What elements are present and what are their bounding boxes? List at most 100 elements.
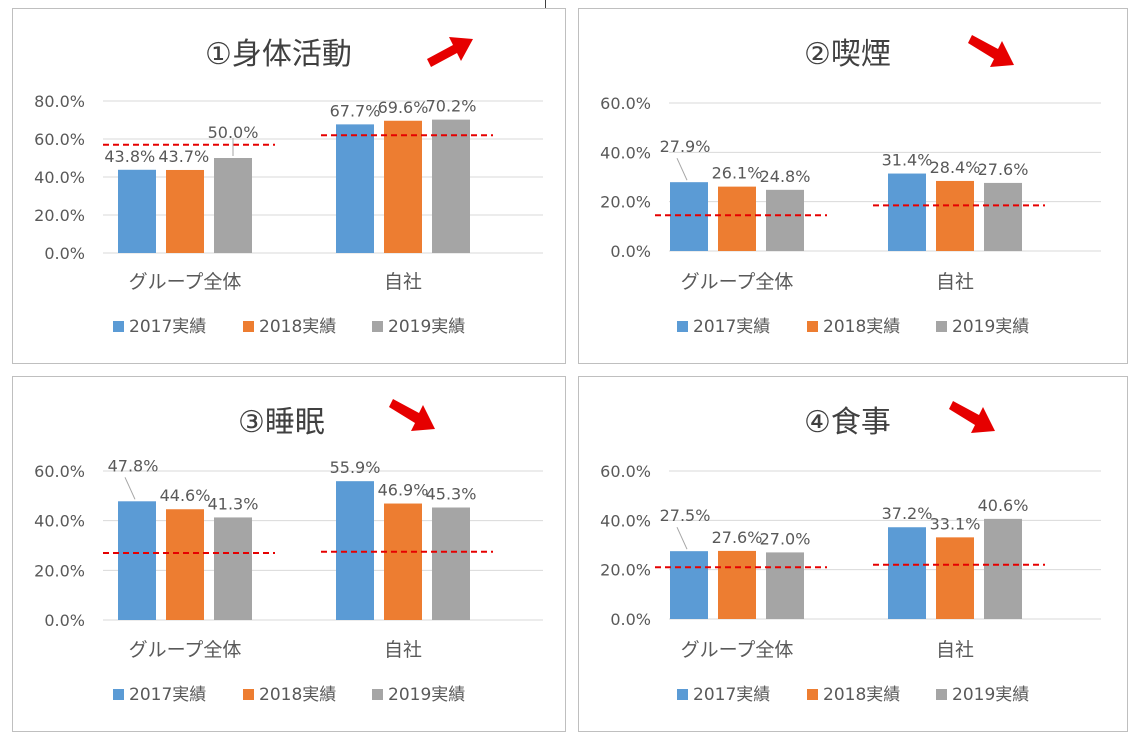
y-tick-label: 40.0% bbox=[34, 512, 85, 531]
category-label: グループ全体 bbox=[681, 639, 794, 661]
chart-title: ④食事 bbox=[804, 405, 891, 440]
data-label: 70.2% bbox=[426, 97, 477, 116]
data-label: 31.4% bbox=[882, 151, 933, 170]
bar bbox=[936, 180, 974, 251]
chart-plot: 0.0% 20.0% 40.0% 60.0% 80.0% グループ全体 自社 43.8% 43.… bbox=[34, 92, 543, 337]
legend-swatch bbox=[677, 689, 688, 700]
legend-swatch bbox=[677, 321, 688, 332]
legend-swatch bbox=[807, 321, 818, 332]
data-label: 44.6% bbox=[160, 486, 211, 505]
top-divider-line bbox=[545, 0, 546, 8]
bar bbox=[166, 509, 204, 620]
bar bbox=[766, 552, 804, 619]
data-label: 24.8% bbox=[760, 167, 811, 186]
data-label: 33.1% bbox=[930, 514, 981, 533]
category-label: 自社 bbox=[384, 271, 422, 293]
y-tick-label: 60.0% bbox=[600, 462, 651, 481]
chart-title: ③睡眠 bbox=[238, 405, 325, 440]
bar bbox=[214, 517, 252, 620]
bar bbox=[718, 550, 756, 619]
chart-panel-sleep: ③睡眠 0.0% 20.0% 40.0% 60.0% グループ全体 自社 47.8% 44.6… bbox=[12, 376, 566, 732]
chart-plot: 0.0% 20.0% 40.0% 60.0% グループ全体 自社 27.5%27.6%27.… bbox=[600, 462, 1101, 705]
legend-swatch bbox=[807, 689, 818, 700]
legend-label: 2018実績 bbox=[823, 317, 900, 337]
category-label: 自社 bbox=[936, 271, 974, 293]
legend-label: 2017実績 bbox=[693, 685, 770, 705]
y-tick-label: 60.0% bbox=[34, 462, 85, 481]
bar bbox=[336, 124, 374, 254]
data-label: 41.3% bbox=[208, 494, 259, 513]
data-label: 27.5% bbox=[660, 506, 711, 525]
chart-panel-physical-activity: ①身体活動 0.0% 20.0% 40.0% 60.0% 80.0% グループ全体 自社 43… bbox=[12, 8, 566, 364]
bar bbox=[936, 537, 974, 619]
y-tick-label: 20.0% bbox=[34, 206, 85, 225]
leader-line bbox=[676, 157, 688, 181]
data-label: 27.6% bbox=[978, 160, 1029, 179]
y-tick-label: 20.0% bbox=[600, 193, 651, 212]
legend-swatch bbox=[936, 321, 947, 332]
category-label: グループ全体 bbox=[129, 639, 242, 661]
data-label: 27.9% bbox=[660, 137, 711, 156]
data-label: 27.6% bbox=[712, 528, 763, 547]
trend-down-arrow-icon bbox=[968, 35, 1014, 67]
legend-label: 2018実績 bbox=[259, 685, 336, 705]
chart-plot: 0.0% 20.0% 40.0% 60.0% グループ全体 自社 47.8%44.6%41.… bbox=[34, 456, 543, 705]
legend-swatch bbox=[372, 689, 383, 700]
y-tick-label: 20.0% bbox=[600, 561, 651, 580]
legend-label: 2018実績 bbox=[823, 685, 900, 705]
y-tick-label: 0.0% bbox=[610, 242, 651, 261]
bar bbox=[888, 527, 926, 619]
y-tick-label: 80.0% bbox=[34, 92, 85, 111]
legend-swatch bbox=[936, 689, 947, 700]
chart-title: ①身体活動 bbox=[205, 37, 352, 72]
data-label: 43.7% bbox=[158, 147, 209, 166]
bar bbox=[984, 182, 1022, 251]
bar bbox=[766, 189, 804, 251]
category-label: 自社 bbox=[384, 639, 422, 661]
data-label: 67.7% bbox=[330, 101, 381, 120]
data-label: 55.9% bbox=[330, 458, 381, 477]
y-tick-label: 0.0% bbox=[610, 610, 651, 629]
leader-line bbox=[676, 526, 688, 550]
bar bbox=[432, 119, 470, 254]
y-tick-label: 20.0% bbox=[34, 561, 85, 580]
category-label: 自社 bbox=[936, 639, 974, 661]
data-label: 50.0% bbox=[208, 123, 259, 142]
data-label: 45.3% bbox=[426, 485, 477, 504]
legend-swatch bbox=[243, 689, 254, 700]
data-label: 43.8% bbox=[104, 147, 155, 166]
category-label: グループ全体 bbox=[681, 271, 794, 293]
leader-line bbox=[124, 477, 136, 500]
y-tick-label: 40.0% bbox=[600, 511, 651, 530]
bar bbox=[432, 507, 470, 620]
bar bbox=[670, 551, 708, 619]
bar bbox=[166, 169, 204, 253]
legend-label: 2018実績 bbox=[259, 317, 336, 337]
legend-label: 2017実績 bbox=[129, 317, 206, 337]
chart-panel-smoking: ②喫煙 0.0% 20.0% 40.0% 60.0% グループ全体 自社 27.9% 26.1… bbox=[578, 8, 1128, 364]
legend-swatch bbox=[372, 321, 383, 332]
y-tick-label: 60.0% bbox=[600, 94, 651, 113]
legend-label: 2019実績 bbox=[952, 685, 1029, 705]
data-label: 26.1% bbox=[712, 164, 763, 183]
y-tick-label: 40.0% bbox=[600, 143, 651, 162]
trend-down-arrow-icon bbox=[949, 401, 995, 433]
legend-label: 2019実績 bbox=[388, 685, 465, 705]
bar bbox=[984, 518, 1022, 619]
bar bbox=[118, 501, 156, 620]
category-label: グループ全体 bbox=[129, 271, 242, 293]
y-tick-label: 0.0% bbox=[44, 611, 85, 630]
data-label: 37.2% bbox=[882, 504, 933, 523]
legend-label: 2019実績 bbox=[952, 317, 1029, 337]
legend-label: 2019実績 bbox=[388, 317, 465, 337]
legend-swatch bbox=[243, 321, 254, 332]
data-label: 28.4% bbox=[930, 158, 981, 177]
bar bbox=[384, 120, 422, 253]
bar bbox=[670, 182, 708, 251]
legend-label: 2017実績 bbox=[693, 317, 770, 337]
data-label: 46.9% bbox=[378, 481, 429, 500]
bar bbox=[336, 481, 374, 620]
legend-swatch bbox=[113, 321, 124, 332]
bar bbox=[718, 186, 756, 251]
data-label: 69.6% bbox=[378, 98, 429, 117]
